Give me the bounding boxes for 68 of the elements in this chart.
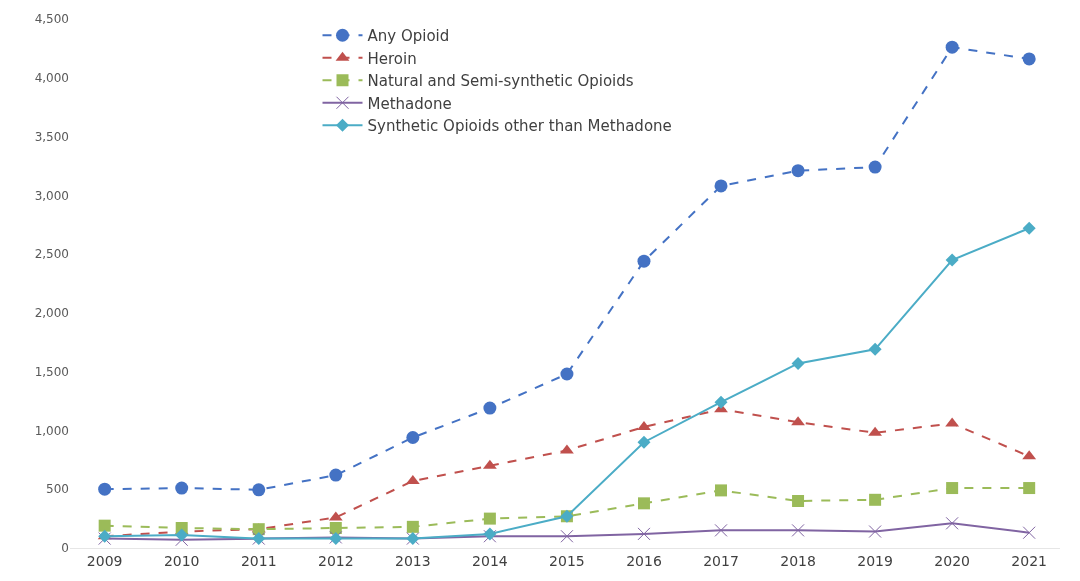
point	[637, 420, 651, 430]
point	[715, 484, 728, 497]
y-tick-label: 0	[61, 541, 69, 556]
point	[791, 416, 805, 426]
point	[637, 254, 651, 268]
legend-label: Any Opioid	[367, 27, 450, 46]
legend-label: Heroin	[367, 49, 417, 68]
point	[252, 483, 266, 497]
point	[791, 356, 805, 370]
point	[98, 482, 112, 496]
point	[946, 482, 959, 495]
point	[98, 519, 111, 532]
x-tick-label: 2009	[86, 552, 123, 569]
point	[560, 444, 574, 454]
point	[1023, 482, 1036, 495]
y-tick-label: 1,500	[34, 364, 69, 379]
y-tick-label: 3,500	[34, 129, 69, 144]
x-tick-label: 2015	[549, 552, 585, 569]
x-tick-label: 2013	[395, 552, 431, 569]
legend-label: Methadone	[367, 94, 452, 113]
point	[483, 401, 497, 415]
point	[175, 481, 189, 495]
x-tick-label: 2019	[857, 552, 893, 569]
point	[868, 160, 882, 174]
point	[714, 395, 728, 409]
x-tick-label: 2017	[703, 552, 739, 569]
point	[560, 367, 574, 381]
legend-label: Natural and Semi-synthetic Opioids	[367, 72, 634, 91]
point	[945, 253, 959, 267]
point	[329, 522, 342, 535]
point	[791, 523, 805, 537]
y-tick-label: 500	[46, 482, 69, 497]
x-tick-label: 2012	[317, 552, 354, 569]
x-tick-label: 2016	[626, 552, 662, 569]
point	[791, 164, 805, 178]
point	[406, 431, 420, 444]
x-tick-label: 2021	[1011, 552, 1047, 569]
y-tick-label: 3,000	[34, 188, 69, 203]
point	[869, 493, 882, 506]
point	[637, 497, 650, 510]
legend-label: Synthetic Opioids other than Methadone	[367, 117, 672, 136]
y-tick-label: 4,000	[34, 70, 69, 85]
point	[1022, 52, 1036, 66]
y-tick-label: 2,000	[34, 306, 69, 321]
y-tick-label: 2,500	[34, 247, 69, 262]
point	[637, 435, 651, 449]
point	[945, 40, 959, 54]
point	[792, 494, 805, 507]
y-tick-label: 4,500	[34, 12, 69, 27]
point	[714, 523, 728, 537]
point	[945, 516, 959, 530]
point	[483, 512, 496, 525]
point	[406, 520, 419, 533]
point	[868, 342, 882, 356]
point	[560, 529, 574, 543]
point	[714, 179, 728, 193]
x-tick-label: 2010	[163, 552, 200, 569]
x-tick-label: 2020	[934, 552, 970, 569]
point	[1022, 526, 1036, 540]
x-tick-label: 2014	[472, 552, 508, 569]
point	[637, 527, 651, 541]
point	[175, 528, 189, 542]
point	[1022, 221, 1036, 235]
y-tick-label: 1,000	[34, 423, 69, 438]
x-tick-label: 2018	[780, 552, 816, 569]
point	[329, 468, 343, 482]
point	[868, 525, 882, 539]
x-tick-label: 2011	[240, 552, 277, 569]
